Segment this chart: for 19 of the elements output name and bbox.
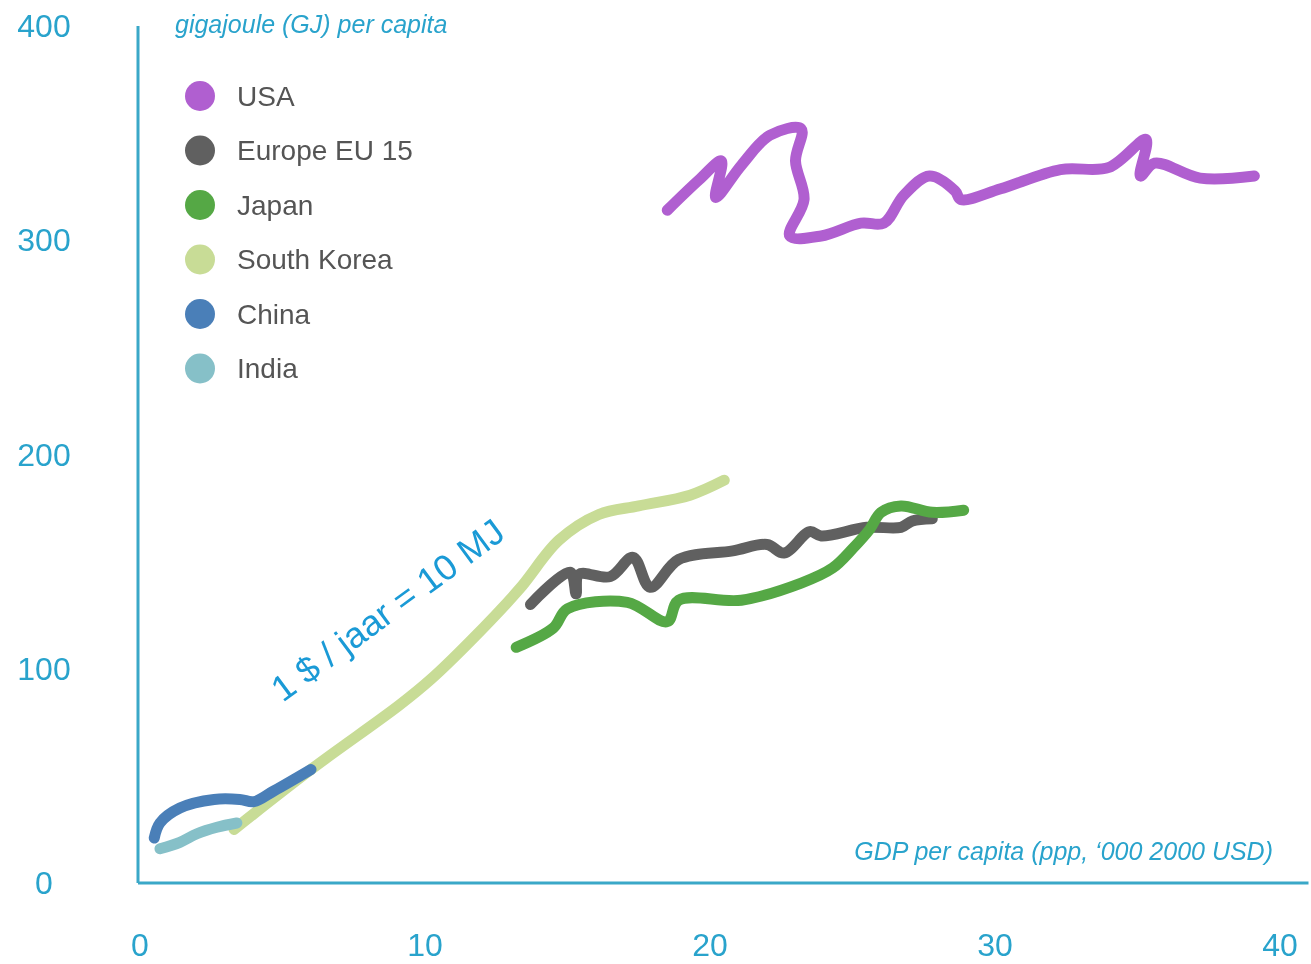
y-tick-label: 100 [17, 650, 71, 687]
y-tick-label: 400 [17, 8, 71, 45]
x-tick-label: 20 [692, 927, 728, 964]
x-tick-label: 40 [1262, 927, 1298, 964]
legend-label: South Korea [237, 244, 394, 276]
x-tick-label: 10 [407, 927, 443, 964]
legend-label: India [237, 353, 299, 385]
x-tick-label: 30 [977, 927, 1013, 964]
annotation: 1 $ / jaar = 10 MJ [263, 510, 512, 710]
x-tick-label: 0 [131, 927, 149, 964]
legend-label: USA [237, 80, 295, 112]
legend-label: China [237, 298, 311, 330]
y-tick-label: 0 [35, 865, 53, 902]
legend-label: Japan [237, 189, 314, 221]
y-tick-label: 200 [17, 436, 71, 473]
x-axis-title: GDP per capita (ppp, ‘000 2000 USD) [854, 836, 1273, 865]
y-axis-title: gigajoule (GJ) per capita [175, 9, 448, 38]
y-tick-label: 300 [17, 222, 71, 259]
legend-label: Europe EU 15 [237, 135, 413, 167]
